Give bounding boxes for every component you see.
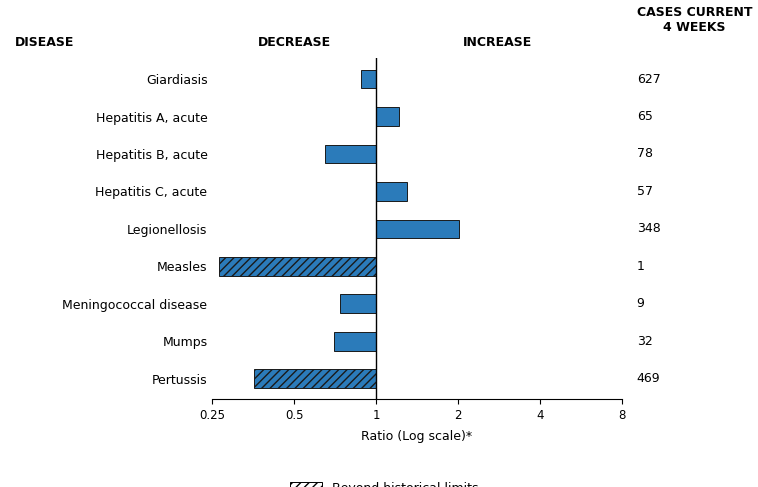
Text: 1: 1: [637, 260, 644, 273]
Bar: [340, 295, 376, 313]
Text: CASES CURRENT
4 WEEKS: CASES CURRENT 4 WEEKS: [637, 6, 752, 34]
Bar: [376, 220, 459, 238]
Text: INCREASE: INCREASE: [463, 36, 532, 49]
Bar: [254, 369, 376, 388]
X-axis label: Ratio (Log scale)*: Ratio (Log scale)*: [362, 431, 472, 443]
Bar: [361, 70, 376, 89]
Text: 469: 469: [637, 372, 660, 385]
Bar: [219, 257, 376, 276]
Text: DECREASE: DECREASE: [258, 36, 330, 49]
Bar: [376, 182, 407, 201]
Text: 627: 627: [637, 73, 660, 86]
Bar: [334, 332, 376, 351]
Text: 65: 65: [637, 110, 653, 123]
Legend: Beyond historical limits: Beyond historical limits: [290, 482, 478, 487]
Text: 9: 9: [637, 297, 644, 310]
Text: 57: 57: [637, 185, 653, 198]
Bar: [325, 145, 376, 163]
Text: 78: 78: [637, 148, 653, 161]
Text: DISEASE: DISEASE: [15, 36, 74, 49]
Text: 32: 32: [637, 335, 653, 348]
Text: 348: 348: [637, 223, 660, 235]
Bar: [376, 107, 399, 126]
